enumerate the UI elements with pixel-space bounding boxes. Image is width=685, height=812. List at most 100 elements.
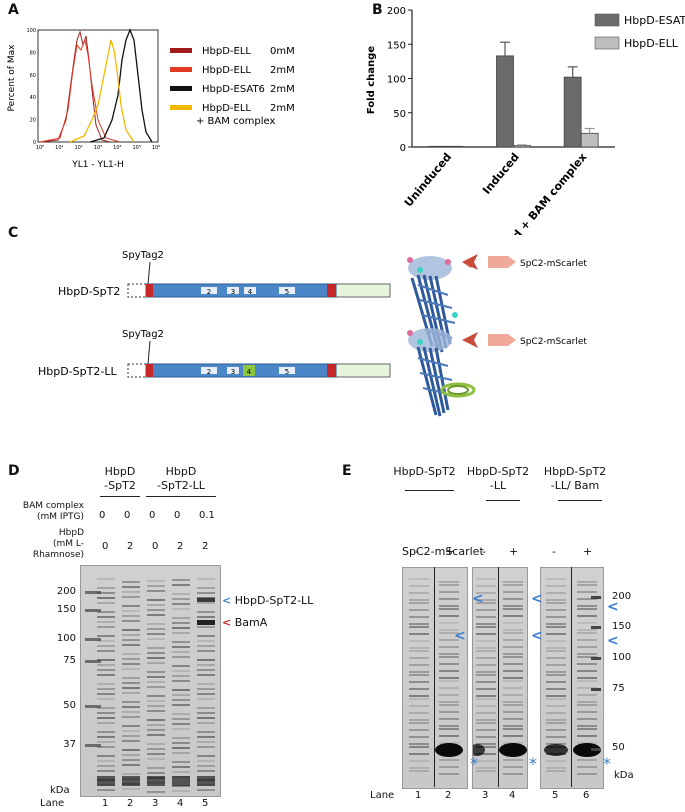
e-lane: 5 [552,790,559,801]
e-arrow-icon: < [607,599,619,615]
d-lane-label: Lane [40,798,65,809]
d-bam-value: 0 [174,510,181,521]
e-kda: kDa [614,770,634,781]
a-xtick: 10³ [94,145,102,151]
b-ytick: 100 [387,75,406,86]
a-legend-swatch [170,48,192,53]
b-ytick: 200 [387,6,406,17]
c1-dom-4: 4 [248,288,253,296]
e-sign: - [482,545,486,558]
a-ytick: 0 [33,140,36,146]
construct-2: HbpD-SpT2-LL SpyTag2 2 3 4 5 [38,329,391,378]
flow-histogram: Percent of Max 0 20 40 60 80 100 10⁰ 10¹ 10² 10³… [7,28,295,170]
d-marker: 50 [63,700,76,711]
c2-ligand-arrow [488,334,516,346]
d-arrow-red-icon: < [222,616,232,629]
c1-dom-5: 5 [285,288,289,296]
d-bam-value: 0 [124,510,131,521]
e-group-l2: -LL/ Bam [550,479,600,492]
e-group-l1: HbpD-SpT2 [393,465,456,478]
a-hist-ell-0mm [39,30,111,143]
a-hist-ell-2mm [39,38,121,143]
e-gel-1 [402,567,468,789]
a-legend-conc: 2mM [270,103,295,114]
e-arrow-icon: < [607,633,619,649]
construct-1: HbpD-SpT2 SpyTag2 2 3 4 5 [58,250,391,298]
e-arrow-icon: < [454,628,466,644]
a-xtick: 10¹ [55,145,63,151]
c2-tag: SpyTag2 [122,329,164,340]
a-ytick: 60 [30,73,36,79]
e-marker: 150 [612,621,632,632]
e-star-icon: * [470,754,478,773]
e-star-icon: * [529,754,537,773]
e-lane: 2 [445,790,452,801]
panel-label-d: D [8,463,20,479]
e-sign: + [509,545,519,558]
d-hbpd-value: 0 [152,541,159,552]
bar-1-1 [513,145,531,148]
b-category: Induced + BAM complex [483,151,589,235]
d-arrow-blue-icon: < [222,594,232,607]
a-ylabel: Percent of Max [7,44,17,112]
e-marker: 50 [612,742,625,753]
b-bars [428,41,599,148]
e-sign: - [552,545,556,558]
e-group-line [486,500,520,501]
a-legend-name: HbpD-ELL [202,65,251,76]
a-xlabel: YL1 - YL1-H [71,160,123,170]
a-legend-conc: 0mM [270,46,295,57]
a-legend-swatch [170,105,192,110]
d-band-hbpd: < HbpD-SpT2-LL [222,594,314,607]
a-legend: HbpD-ELL 0mM HbpD-ELL 2mM HbpD-ESAT6 2mM HbpD-… [170,46,295,127]
d-marker: 100 [56,633,76,644]
a-ytick: 100 [26,28,36,34]
a-legend-name: HbpD-ELL [202,46,251,57]
bar-0-2 [563,76,582,148]
a-xtick: 10⁰ [36,145,44,151]
d-hbpd-value: 2 [202,541,209,552]
d-lane: 3 [152,798,159,809]
e-group-line [558,500,602,501]
d-group1-header: HbpD -SpT2 [104,465,136,492]
d-lane: 1 [102,798,109,809]
b-legend-name: HbpD-ELL [624,37,679,50]
a-frame [37,29,159,143]
e-arrow-icon: < [531,628,543,644]
a-legend-swatch [170,86,192,91]
b-ylabel: Fold change [366,46,377,114]
bar-1-2 [580,132,599,148]
e-marker: 75 [612,683,625,694]
d-lane: 2 [127,798,134,809]
c1-ligand-arrow [488,256,516,268]
e-group-line [405,490,454,491]
panel-label-b: B [372,2,383,18]
bar-1-0 [445,145,464,148]
a-xticks: 10⁰ 10¹ 10² 10³ 10⁴ 10⁵ 10⁶ [36,145,160,151]
d-marker: 200 [56,586,76,597]
e-gel-3 [540,567,604,789]
b-ytick: 150 [387,40,406,51]
d-hbpd-value: 2 [177,541,184,552]
d-hbpd-value: 0 [102,541,109,552]
bar-0-0 [428,145,447,148]
d-marker: 75 [63,655,76,666]
e-group-l1: HbpD-SpT2 [543,465,607,478]
c2-ligand: SpC2-mScarlet [520,337,587,347]
e-sign: + [445,545,455,558]
d-marker: 37 [63,739,76,750]
e-gel-2 [469,567,528,789]
a-xtick: 10⁶ [152,145,160,151]
c2-name: HbpD-SpT2-LL [38,365,117,378]
d-line-1 [100,496,140,497]
a-hist-ell-bam [69,39,135,143]
construct-diagram: HbpD-SpT2 SpyTag2 2 3 4 5 HbpD-SpT2-LL S… [38,250,587,417]
bar-0-1 [496,55,514,148]
a-legend-conc: 2mM [270,65,295,76]
a-ytick: 40 [30,95,36,101]
d-kda: kDa [50,785,70,796]
e-marker: 100 [612,652,632,663]
e-group-header: HbpD-SpT2 -LL/ Bam [538,465,612,493]
c2-dom-3: 3 [231,368,235,376]
b-ytick: 0 [400,143,406,154]
